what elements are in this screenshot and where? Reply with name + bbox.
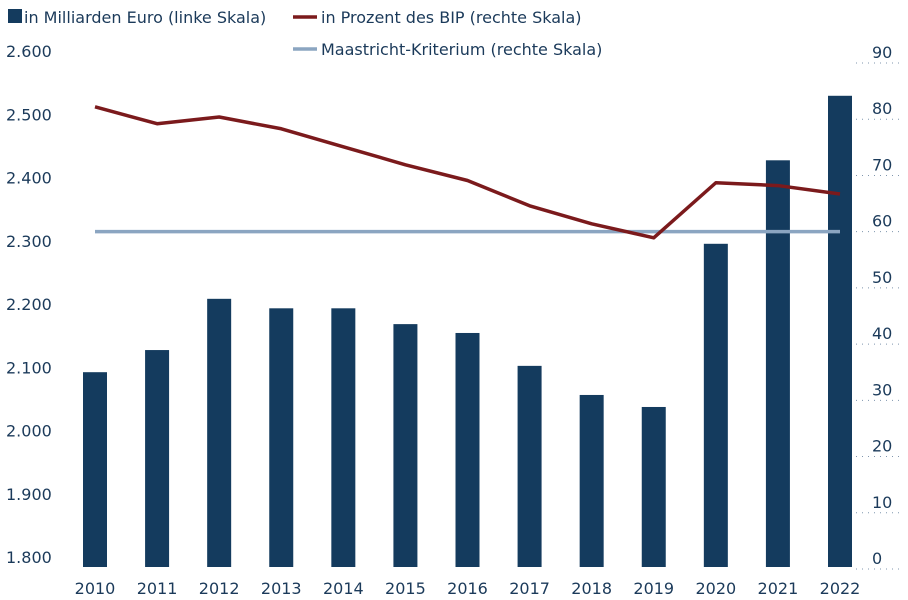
x-tick-label: 2018	[571, 579, 612, 598]
legend-label: in Prozent des BIP (rechte Skala)	[321, 8, 582, 27]
y2-tick-label: 20	[872, 437, 892, 456]
y2-tick-label: 70	[872, 155, 892, 174]
x-tick-label: 2011	[137, 579, 178, 598]
y-tick-label: 2.200	[6, 295, 52, 314]
y-tick-label: 2.100	[6, 358, 52, 377]
y2-tick-label: 10	[872, 493, 892, 512]
x-tick-label: 2019	[633, 579, 674, 598]
x-tick-label: 2016	[447, 579, 488, 598]
y-tick-label: 1.800	[6, 548, 52, 567]
y2-tick-label: 60	[872, 212, 892, 231]
bar	[145, 350, 170, 567]
y2-tick-label: 90	[872, 43, 892, 62]
bar	[579, 394, 604, 567]
x-tick-label: 2014	[323, 579, 364, 598]
legend-label: in Milliarden Euro (linke Skala)	[24, 8, 266, 27]
bar	[703, 243, 728, 568]
x-tick-label: 2021	[758, 579, 799, 598]
y-tick-label: 2.000	[6, 422, 52, 441]
x-tick-label: 2022	[820, 579, 861, 598]
bar	[828, 95, 852, 567]
y2-tick-label: 50	[872, 268, 892, 287]
bar	[83, 372, 107, 567]
x-tick-label: 2020	[695, 579, 736, 598]
legend-swatch	[8, 9, 22, 23]
y-tick-label: 2.600	[6, 42, 52, 61]
y-tick-label: 2.400	[6, 169, 52, 188]
y-tick-label: 2.300	[6, 232, 52, 251]
bar	[517, 365, 542, 567]
x-tick-label: 2010	[75, 579, 116, 598]
bar	[455, 332, 480, 567]
y-tick-label: 1.900	[6, 485, 52, 504]
bar	[393, 324, 418, 567]
y2-tick-label: 30	[872, 380, 892, 399]
y2-tick-label: 0	[872, 549, 882, 568]
x-tick-label: 2017	[509, 579, 550, 598]
x-tick-label: 2012	[199, 579, 240, 598]
y-tick-label: 2.500	[6, 105, 52, 124]
bar	[269, 308, 294, 567]
y2-tick-label: 80	[872, 99, 892, 118]
legend-label: Maastricht-Kriterium (rechte Skala)	[321, 40, 602, 59]
bar	[765, 160, 790, 568]
x-tick-label: 2013	[261, 579, 302, 598]
y2-tick-label: 40	[872, 324, 892, 343]
bar	[641, 406, 666, 567]
bar	[207, 298, 232, 567]
x-tick-label: 2015	[385, 579, 426, 598]
bar	[331, 308, 356, 567]
line-series	[94, 105, 841, 240]
